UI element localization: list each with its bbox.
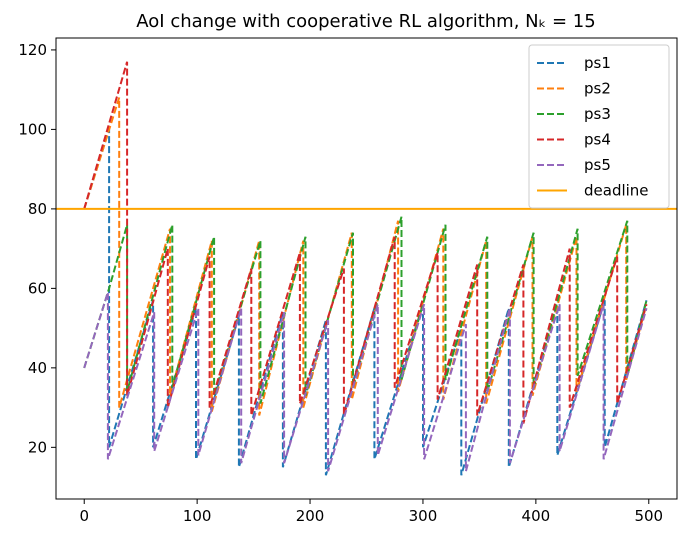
y-tick-label: 100 [18, 120, 47, 138]
series-line-ps1 [83, 129, 648, 476]
legend: ps1 ps2 ps3 ps4 ps5 deadline [528, 44, 670, 209]
y-tick-label: 120 [18, 41, 47, 59]
x-tick-label: 200 [296, 507, 325, 525]
plot-area [56, 61, 677, 476]
legend-label-ps4: ps4 [584, 131, 611, 149]
x-tick-label: 0 [79, 507, 89, 525]
y-tick-label: 40 [28, 359, 47, 377]
series-line-ps3 [83, 216, 648, 404]
series-line-ps5 [83, 292, 648, 472]
legend-label-ps2: ps2 [584, 80, 611, 98]
legend-label-deadline: deadline [584, 182, 649, 200]
x-tick-label: 500 [634, 507, 663, 525]
plot-frame [55, 37, 678, 500]
x-tick-label: 300 [409, 507, 438, 525]
legend-label-ps3: ps3 [584, 105, 611, 123]
y-tick-label: 20 [28, 438, 47, 456]
legend-label-ps5: ps5 [584, 156, 611, 174]
y-tick-label: 60 [28, 279, 47, 297]
y-tick-label: 80 [28, 200, 47, 218]
legend-box [528, 44, 670, 209]
chart-title: AoI change with cooperative RL algorithm… [136, 11, 595, 32]
legend-label-ps1: ps1 [584, 54, 611, 72]
x-tick-label: 100 [183, 507, 212, 525]
axes: 0 100 200 300 400 500 20 40 60 80 100 120 [18, 37, 678, 525]
x-tick-label: 400 [522, 507, 551, 525]
